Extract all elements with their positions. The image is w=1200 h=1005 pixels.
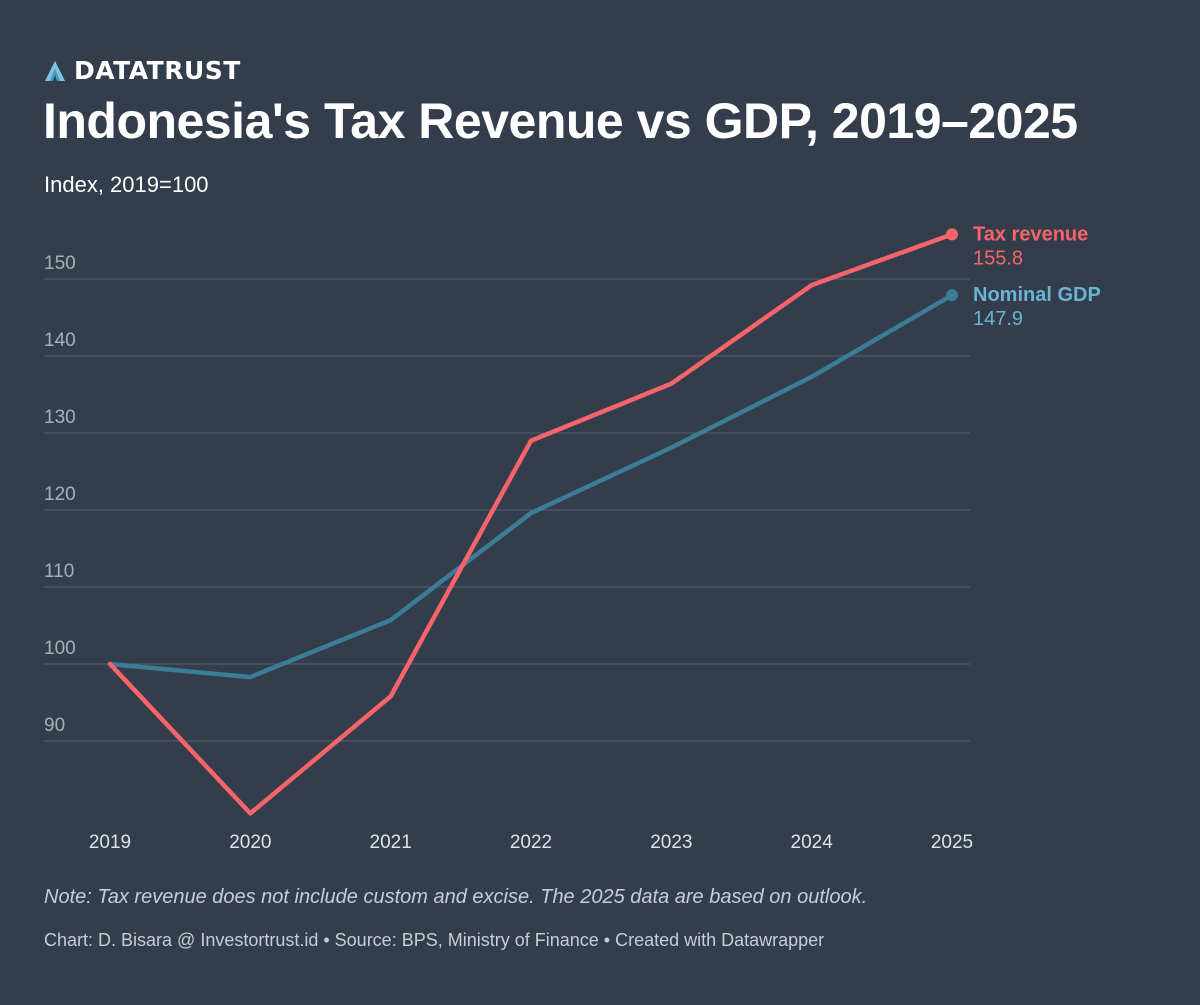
y-tick-label: 140 — [44, 330, 76, 351]
series-value-label: 147.9 — [973, 308, 1023, 330]
series-line-nominal-gdp — [107, 292, 955, 680]
footnote: Note: Tax revenue does not include custo… — [44, 886, 868, 908]
y-tick-label: 130 — [44, 407, 76, 428]
line-chart: 90 100 110 120 130 140 150 2019 2020 2021 2022 2023… — [44, 223, 1101, 853]
y-tick-label: 150 — [44, 253, 76, 274]
y-tick-label: 110 — [44, 561, 74, 582]
series-endpoint — [946, 289, 958, 302]
credit-line: Chart: D. Bisara @ Investortrust.id • So… — [44, 930, 825, 950]
series-label: Tax revenue — [973, 223, 1088, 245]
series-endpoint — [946, 228, 958, 241]
series-label: Nominal GDP — [973, 284, 1101, 306]
y-tick-label: 120 — [44, 484, 76, 505]
chart-title: Indonesia's Tax Revenue vs GDP, 2019–202… — [43, 93, 1078, 149]
x-tick-label: 2019 — [89, 832, 131, 853]
y-tick-label: 100 — [44, 638, 76, 659]
x-tick-label: 2020 — [229, 832, 271, 853]
brand-name: DATATRUST — [74, 56, 241, 85]
x-tick-label: 2024 — [791, 832, 834, 853]
logo-icon — [45, 60, 65, 81]
brand-logo: DATATRUST — [44, 56, 241, 85]
x-tick-label: 2023 — [650, 832, 692, 853]
x-tick-label: 2022 — [510, 832, 552, 853]
x-tick-label: 2025 — [931, 832, 973, 853]
series-value-label: 155.8 — [973, 247, 1023, 269]
chart-subtitle: Index, 2019=100 — [44, 172, 209, 197]
y-tick-label: 90 — [44, 715, 65, 736]
x-tick-label: 2021 — [370, 832, 412, 853]
series-line-tax-revenue — [107, 232, 955, 816]
